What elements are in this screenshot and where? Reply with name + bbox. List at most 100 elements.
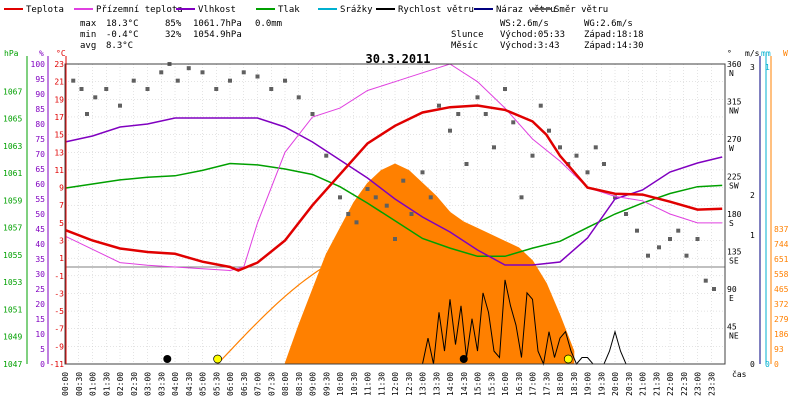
wind-direction-point — [624, 212, 628, 216]
celsius-tick: 3 — [59, 237, 64, 246]
x-tick-label: 20:00 — [611, 372, 620, 396]
x-tick-label: 19:00 — [584, 372, 593, 396]
wind-direction-point — [558, 145, 562, 150]
percent-tick: 100 — [31, 60, 46, 69]
wind-tick: 2 — [750, 191, 755, 200]
wind-direction-point — [712, 287, 716, 291]
x-tick-label: 20:30 — [625, 372, 634, 396]
moonset-marker — [459, 355, 468, 363]
wind-direction-point — [200, 70, 205, 75]
wind-direction-point — [283, 78, 287, 83]
info-ws: WS:2.6m/s — [500, 19, 549, 29]
celsius-tick: 5 — [59, 219, 64, 228]
x-tick-label: 07:30 — [267, 372, 276, 396]
x-tick-label: 02:30 — [130, 372, 139, 396]
wind-direction-point — [214, 87, 219, 91]
percent-tick: 25 — [35, 285, 45, 294]
rain-tick: 1 — [765, 63, 770, 72]
percent-axis-label: % — [39, 49, 44, 58]
stats-block: max 18.3°C 85% 1061.7hPa 0.0mm min -0.4°… — [80, 19, 282, 51]
wind-direction-point — [448, 128, 452, 133]
wind-direction-point — [346, 212, 351, 216]
celsius-tick: 1 — [59, 254, 64, 263]
percent-tick: 10 — [35, 330, 45, 339]
direction-tick: 45 — [727, 323, 737, 332]
hpa-tick: 1063 — [3, 142, 22, 151]
celsius-tick: 7 — [59, 201, 64, 210]
x-tick-label: 00:30 — [75, 372, 84, 396]
x-tick-label: 16:00 — [501, 372, 510, 396]
stat-max-label: max — [80, 19, 97, 29]
percent-tick: 85 — [35, 105, 45, 114]
percent-tick: 80 — [35, 120, 45, 129]
wind-direction-point — [511, 120, 516, 125]
percent-tick: 70 — [35, 150, 45, 159]
hpa-tick: 1053 — [3, 278, 22, 287]
percent-tick: 95 — [35, 75, 45, 84]
direction-compass: NW — [729, 107, 739, 116]
stat-min-press: 1054.9hPa — [193, 30, 242, 40]
solar-tick: 279 — [774, 315, 789, 324]
celsius-tick: -7 — [54, 325, 64, 334]
celsius-tick: 11 — [54, 166, 64, 175]
percent-tick: 15 — [35, 315, 45, 324]
legend-item: Vlhkost — [198, 5, 236, 15]
percent-tick: 40 — [35, 240, 45, 249]
sun-curve — [217, 244, 568, 365]
humidity-line — [64, 117, 723, 266]
x-tick-label: 17:30 — [542, 372, 551, 396]
direction-axis-label: ° — [727, 49, 732, 58]
direction-compass: E — [729, 294, 734, 303]
wind-direction-point — [131, 78, 136, 83]
celsius-tick: -11 — [50, 360, 65, 369]
celsius-tick: -3 — [54, 289, 64, 298]
wind-direction-point — [159, 70, 164, 75]
x-tick-label: 00:00 — [61, 372, 70, 396]
hpa-tick: 1059 — [3, 196, 22, 205]
wind-direction-point — [676, 228, 681, 233]
x-tick-label: 09:00 — [309, 372, 318, 396]
chart-title: 30.3.2011 — [365, 52, 430, 66]
hpa-tick: 1051 — [3, 305, 22, 314]
wind-direction-point — [492, 145, 496, 150]
x-tick-label: 18:00 — [556, 372, 565, 396]
hpa-tick: 1067 — [3, 87, 22, 96]
x-tick-label: 17:00 — [529, 372, 538, 396]
hpa-axis-label: hPa — [4, 49, 19, 58]
solar-tick: 93 — [774, 345, 784, 354]
legend-item: Náraz větru — [496, 5, 556, 15]
wind-direction-point — [373, 195, 378, 200]
x-tick-label: 07:00 — [254, 372, 263, 396]
wind-axis-label: m/s — [745, 49, 760, 58]
wind-direction-point — [574, 153, 579, 158]
info-block: WS:2.6m/s WG:2.6m/s Slunce Východ:05:33 … — [451, 19, 644, 51]
percent-tick: 65 — [35, 165, 45, 174]
moonrise-marker — [163, 355, 172, 363]
wind-direction-point — [228, 78, 232, 83]
legend-item: Teplota — [26, 5, 64, 15]
stat-max-hum: 85% — [165, 19, 182, 29]
hpa-tick: 1047 — [3, 360, 22, 369]
legend-item: Přízemní teplota — [96, 5, 183, 15]
celsius-tick: 21 — [54, 78, 64, 87]
percent-tick: 60 — [35, 180, 45, 189]
solar-tick: 837 — [774, 225, 789, 234]
percent-tick: 20 — [35, 300, 45, 309]
stat-max-press: 1061.7hPa — [193, 19, 242, 29]
info-sun-label: Slunce — [451, 30, 484, 40]
wind-direction-point — [695, 237, 700, 241]
wind-direction-point — [175, 78, 180, 83]
x-tick-label: 21:30 — [652, 372, 661, 396]
x-tick-label: 23:00 — [694, 372, 703, 396]
ground-temperature-line — [64, 63, 723, 272]
x-tick-label: 06:00 — [226, 372, 235, 396]
celsius-tick: 13 — [54, 148, 64, 157]
wind-direction-point — [324, 153, 329, 158]
celsius-tick: 9 — [59, 184, 64, 193]
wind-direction-point — [384, 203, 389, 208]
direction-tick: 360 — [727, 60, 742, 69]
wind-direction-point — [593, 145, 598, 150]
hpa-tick: 1057 — [3, 224, 22, 233]
direction-compass: W — [729, 144, 734, 153]
